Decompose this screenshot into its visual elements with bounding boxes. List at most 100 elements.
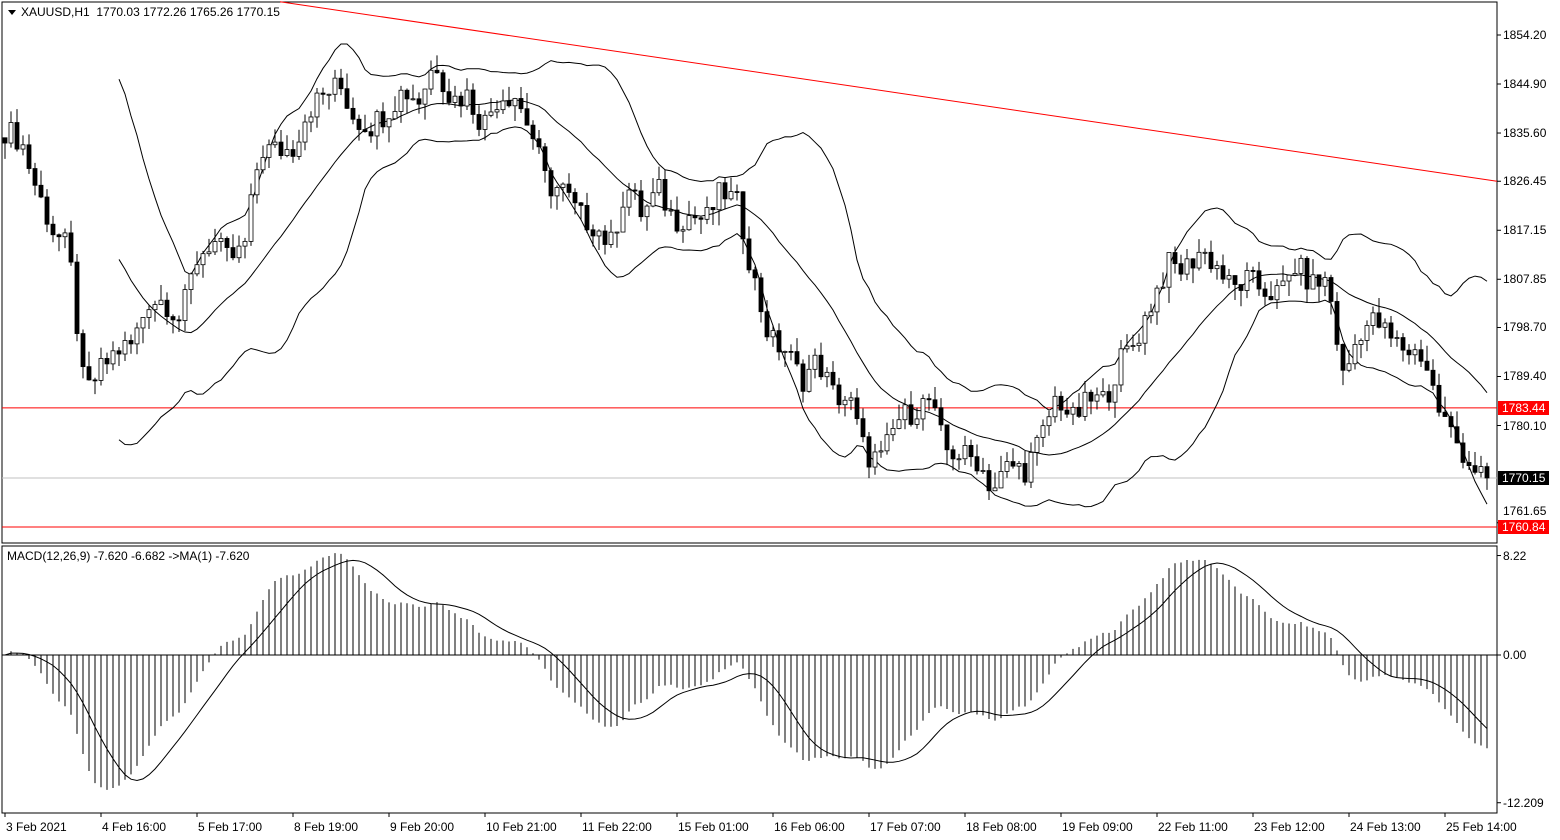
candle-body [290,149,296,157]
candle-body [1064,409,1070,415]
candle [950,445,956,471]
candle-body [638,190,644,218]
candle [62,228,68,249]
candle-body [68,232,74,263]
candle-body [272,141,278,146]
candle-body [716,182,722,211]
candle-body [56,234,62,238]
candle [1214,260,1220,280]
candle-body [602,230,608,245]
candle [1436,373,1442,417]
candle [782,350,788,367]
candle [560,182,566,202]
candle-body [824,371,830,378]
candle [284,135,290,158]
candle-body [344,88,350,109]
candle-body [1346,363,1352,371]
candle [1010,448,1016,469]
candle [1298,254,1304,286]
candle [1352,334,1358,370]
candle-body [860,418,866,438]
candle-body [578,202,584,206]
candle [650,178,656,208]
candle-body [1274,285,1280,301]
candle [656,166,662,196]
candle [1406,344,1412,365]
candle [488,98,494,118]
candle-body [248,194,254,242]
candle [1076,393,1082,418]
candle [938,398,944,432]
candle [812,348,818,379]
candle [986,463,992,500]
candle [68,220,74,266]
candle [824,367,830,388]
candle-body [644,205,650,218]
high-value: 1772.26 [143,5,187,19]
candle [614,231,620,248]
collapse-triangle-icon[interactable] [8,10,16,16]
candle-body [614,231,620,234]
candle-body [236,245,242,259]
candle [1178,254,1184,282]
candle-body [1052,395,1058,418]
candle-body [1298,257,1304,274]
time-axis-label: 5 Feb 17:00 [198,820,263,834]
candle-body [680,229,686,232]
candle [1232,275,1238,300]
candle-body [608,231,614,245]
candle [134,322,140,355]
candle [434,55,440,74]
candle [542,143,548,183]
candle-body [410,98,416,101]
candle [1268,281,1274,301]
candle [158,284,164,306]
candle-body [86,366,92,381]
candle-body [890,428,896,436]
candle [476,105,482,137]
candle-body [1160,286,1166,289]
candle [1220,254,1226,284]
candle-body [158,299,164,305]
candle [1364,320,1370,352]
candle [674,196,680,234]
candle [1310,259,1316,290]
candle [1250,266,1256,283]
candle [308,111,314,133]
candle [32,162,38,196]
candle [380,102,386,134]
candle [1040,419,1046,447]
candle-body [1196,251,1202,269]
candle [770,324,776,347]
price-axis-label: 1780.10 [1503,418,1547,433]
time-axis-label: 11 Feb 22:00 [582,820,652,834]
candle-body [1316,274,1322,287]
candle [362,114,368,133]
candle-body [134,327,140,345]
time-axis-label: 18 Feb 08:00 [966,820,1037,834]
candle-body [1148,311,1154,317]
candle-body [692,215,698,219]
candle-body [218,238,224,242]
candle [1340,343,1346,386]
time-axis-label: 9 Feb 20:00 [390,820,455,834]
candle [122,331,128,362]
candle [902,398,908,430]
candle-body [206,251,212,255]
price-axis-label: 1789.40 [1503,369,1547,384]
candle [1190,258,1196,284]
candle-body [1070,406,1076,415]
candle-body [338,77,344,90]
candle [86,351,92,381]
candle [1172,246,1178,274]
candle-body [284,149,290,156]
candle-body [1436,384,1442,413]
candle-body [944,424,950,451]
candle-body [362,129,368,133]
candle-body [764,311,770,338]
candle [1478,455,1484,478]
candle [506,86,512,108]
candle-body [1424,360,1430,371]
candle-body [950,449,956,460]
